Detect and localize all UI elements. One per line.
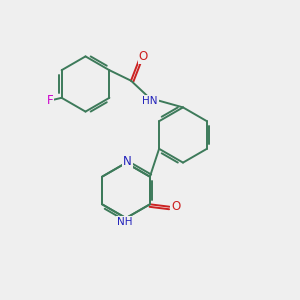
Text: F: F (47, 94, 53, 107)
Text: N: N (123, 155, 132, 168)
Text: NH: NH (117, 217, 133, 227)
Text: HN: HN (142, 95, 158, 106)
Text: O: O (171, 200, 181, 213)
Text: O: O (139, 50, 148, 63)
